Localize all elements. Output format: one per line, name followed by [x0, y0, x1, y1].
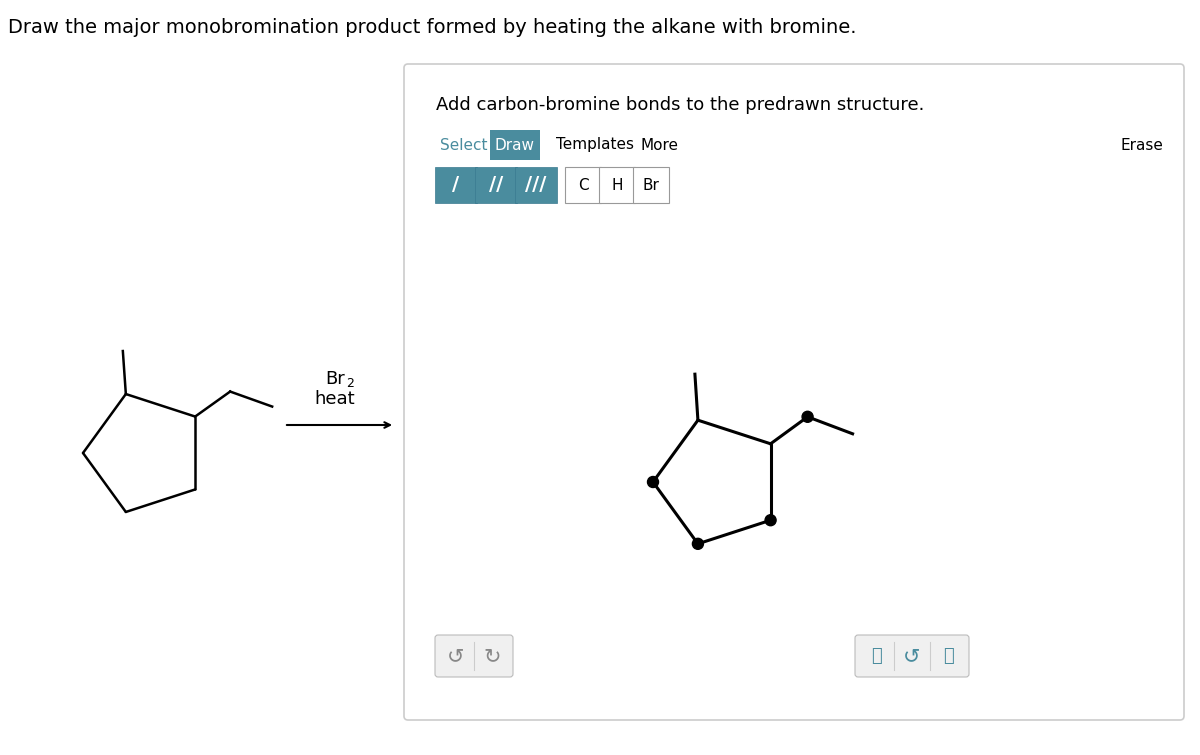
Circle shape — [802, 411, 814, 422]
Text: 🔍: 🔍 — [871, 647, 881, 665]
Text: ///: /// — [526, 175, 547, 195]
Text: Br: Br — [325, 370, 344, 388]
Text: Draw: Draw — [496, 137, 535, 153]
Circle shape — [692, 538, 703, 550]
FancyBboxPatch shape — [515, 167, 557, 203]
FancyBboxPatch shape — [565, 167, 601, 203]
Circle shape — [648, 476, 659, 488]
Text: //: // — [488, 175, 503, 195]
FancyBboxPatch shape — [436, 635, 514, 677]
Text: 2: 2 — [346, 377, 354, 390]
Text: 🔎: 🔎 — [943, 647, 953, 665]
Text: Add carbon-bromine bonds to the predrawn structure.: Add carbon-bromine bonds to the predrawn… — [436, 96, 924, 114]
Text: More: More — [641, 137, 679, 153]
Text: H: H — [611, 177, 623, 193]
FancyBboxPatch shape — [475, 167, 517, 203]
FancyBboxPatch shape — [854, 635, 970, 677]
FancyBboxPatch shape — [404, 64, 1184, 720]
FancyBboxPatch shape — [634, 167, 670, 203]
FancyBboxPatch shape — [599, 167, 635, 203]
Text: heat: heat — [314, 390, 355, 408]
Text: C: C — [577, 177, 588, 193]
Text: Br: Br — [642, 177, 660, 193]
Text: Draw the major monobromination product formed by heating the alkane with bromine: Draw the major monobromination product f… — [8, 18, 857, 37]
Text: Erase: Erase — [1121, 137, 1164, 153]
Circle shape — [766, 515, 776, 525]
Text: Templates: Templates — [556, 137, 634, 153]
FancyBboxPatch shape — [490, 130, 540, 160]
Text: ↻: ↻ — [484, 646, 500, 666]
FancyBboxPatch shape — [436, 167, 478, 203]
Text: /: / — [452, 175, 460, 195]
Text: Select: Select — [440, 137, 487, 153]
Text: ↺: ↺ — [904, 646, 920, 666]
Text: ↺: ↺ — [448, 646, 464, 666]
